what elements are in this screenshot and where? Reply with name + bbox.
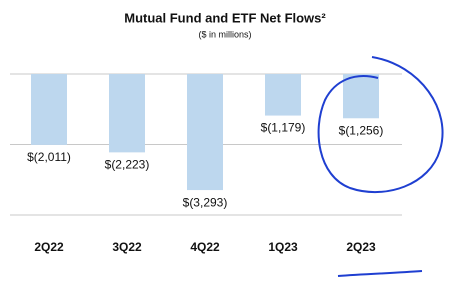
bar	[109, 74, 145, 153]
x-tick-label: 3Q22	[112, 240, 142, 254]
x-tick-label: 4Q22	[190, 240, 220, 254]
chart-subtitle: ($ in millions)	[198, 29, 251, 39]
value-label: $(2,223)	[105, 158, 150, 172]
hand-drawn-underline	[337, 270, 423, 277]
bar	[265, 74, 301, 116]
x-tick-label: 2Q23	[346, 240, 376, 254]
bar	[187, 74, 223, 191]
bars	[31, 74, 379, 191]
hand-drawn-circle	[317, 56, 444, 193]
x-tick-label: 2Q22	[34, 240, 64, 254]
chart-title: Mutual Fund and ETF Net Flows²	[124, 10, 326, 25]
value-label: $(1,256)	[339, 123, 384, 137]
value-label: $(3,293)	[183, 195, 228, 209]
value-label: $(1,179)	[261, 121, 306, 135]
bar	[343, 74, 379, 119]
x-tick-label: 1Q23	[268, 240, 298, 254]
value-label: $(2,011)	[27, 150, 71, 164]
bar	[31, 74, 67, 145]
